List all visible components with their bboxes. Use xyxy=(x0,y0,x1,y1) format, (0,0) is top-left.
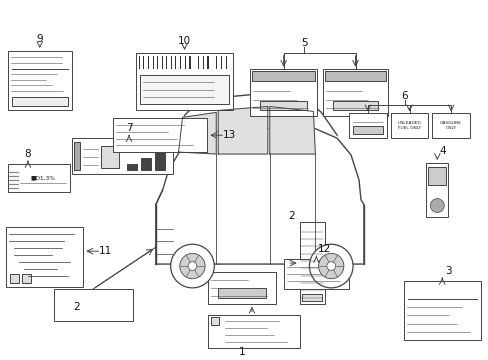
Text: GASOLINE
ONLY: GASOLINE ONLY xyxy=(439,121,461,130)
Polygon shape xyxy=(218,107,267,154)
Polygon shape xyxy=(269,107,315,154)
Polygon shape xyxy=(180,95,337,150)
Bar xyxy=(162,56,163,69)
Bar xyxy=(299,222,325,304)
Bar xyxy=(208,315,299,348)
Bar xyxy=(207,56,208,69)
Circle shape xyxy=(180,253,204,279)
Text: 9: 9 xyxy=(37,34,43,44)
Bar xyxy=(283,259,348,289)
Text: UNLEADED
FUEL ONLY: UNLEADED FUEL ONLY xyxy=(397,121,421,130)
Bar xyxy=(22,274,31,283)
Text: 5: 5 xyxy=(301,38,307,48)
Text: 2: 2 xyxy=(73,302,80,312)
Circle shape xyxy=(429,199,443,212)
Bar xyxy=(8,164,69,192)
Text: 4: 4 xyxy=(438,146,445,156)
Bar xyxy=(140,75,229,104)
Bar xyxy=(193,56,194,69)
Bar xyxy=(426,163,447,217)
Bar xyxy=(71,138,172,174)
Circle shape xyxy=(188,262,196,270)
Bar xyxy=(184,56,185,69)
Bar xyxy=(148,56,149,69)
Bar xyxy=(143,56,144,69)
Bar xyxy=(8,51,71,111)
Bar xyxy=(141,158,150,170)
Bar xyxy=(166,56,167,69)
Text: 10: 10 xyxy=(178,36,191,46)
Bar xyxy=(73,142,81,170)
Bar xyxy=(198,56,199,69)
Bar xyxy=(54,289,133,320)
Bar xyxy=(152,56,154,69)
Bar xyxy=(390,113,427,138)
Bar xyxy=(10,274,19,283)
Bar xyxy=(225,56,226,69)
Bar xyxy=(157,56,158,69)
Text: 3: 3 xyxy=(444,266,450,276)
Bar xyxy=(101,146,119,168)
Bar xyxy=(431,113,469,138)
Text: 13: 13 xyxy=(222,130,235,140)
Bar xyxy=(323,69,387,116)
Bar xyxy=(6,228,83,287)
Bar xyxy=(211,56,212,69)
Circle shape xyxy=(326,262,335,270)
Bar xyxy=(302,294,322,301)
Bar xyxy=(325,71,385,81)
Bar xyxy=(12,96,67,107)
Bar xyxy=(170,56,172,69)
Bar xyxy=(249,69,317,116)
Circle shape xyxy=(309,244,352,288)
Bar xyxy=(155,152,164,170)
Text: 12: 12 xyxy=(317,244,330,254)
Text: 2: 2 xyxy=(288,211,294,221)
Circle shape xyxy=(318,253,343,279)
Bar xyxy=(251,71,315,81)
Bar xyxy=(180,56,181,69)
Bar xyxy=(175,56,176,69)
Bar xyxy=(403,281,480,341)
Bar xyxy=(332,100,377,111)
Text: 11: 11 xyxy=(99,246,112,256)
Bar xyxy=(211,316,219,324)
Bar xyxy=(136,53,233,111)
Bar xyxy=(216,56,217,69)
Bar xyxy=(427,167,446,185)
Polygon shape xyxy=(156,128,363,264)
Bar xyxy=(208,272,275,304)
Bar xyxy=(113,118,207,152)
Bar xyxy=(218,288,265,298)
Polygon shape xyxy=(178,112,216,154)
Text: 1: 1 xyxy=(238,347,245,357)
Bar xyxy=(348,113,386,138)
Bar xyxy=(221,56,222,69)
Bar xyxy=(352,126,382,134)
Text: 8: 8 xyxy=(24,149,31,159)
Text: 7: 7 xyxy=(125,123,132,133)
Text: ■D1,3%: ■D1,3% xyxy=(30,175,55,180)
Bar xyxy=(259,100,307,111)
Text: 6: 6 xyxy=(401,91,407,100)
Circle shape xyxy=(170,244,214,288)
Bar xyxy=(127,164,137,170)
Bar xyxy=(189,56,190,69)
